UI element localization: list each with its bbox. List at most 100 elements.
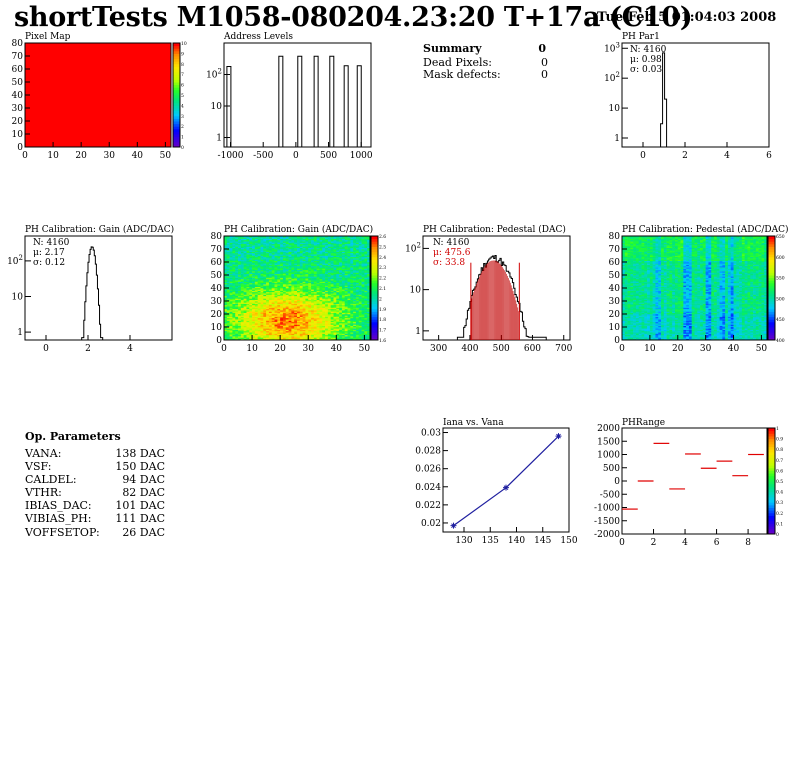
heatmap-cell: [358, 265, 362, 268]
heatmap-cell: [361, 281, 365, 284]
heatmap-cell: [622, 265, 626, 268]
heatmap-cell: [294, 333, 298, 336]
heatmap-cell: [291, 327, 295, 329]
heatmap-cell: [622, 242, 626, 245]
heatmap-cell: [277, 336, 281, 338]
heatmap-cell: [353, 252, 357, 255]
heatmap-cell: [367, 316, 371, 319]
heatmap-cell: [243, 289, 247, 291]
heatmap-cell: [243, 297, 247, 299]
heatmap-cell: [277, 276, 281, 278]
heatmap-cell: [308, 260, 312, 263]
heatmap-cell: [260, 276, 264, 278]
heatmap-cell: [254, 323, 258, 325]
heatmap-cell: [630, 262, 634, 264]
palette-cell: [173, 63, 180, 67]
heatmap-cell: [333, 241, 337, 243]
heatmap-cell: [353, 314, 357, 316]
heatmap-cell: [299, 269, 303, 272]
heatmap-cell: [266, 288, 270, 290]
heatmap-cell: [282, 245, 287, 247]
heatmap-cell: [358, 320, 362, 323]
heatmap-cell: [327, 320, 331, 323]
heatmap-cell: [319, 307, 323, 310]
heatmap-cell: [268, 303, 273, 306]
heatmap-cell: [353, 325, 357, 328]
heatmap-cell: [243, 321, 247, 324]
heatmap-cell: [266, 241, 270, 243]
heatmap-cell: [294, 303, 298, 306]
heatmap-cell: [285, 237, 289, 239]
heatmap-cell: [333, 290, 337, 293]
heatmap-cell: [294, 307, 298, 310]
heatmap-cell: [252, 327, 256, 329]
heatmap-cell: [316, 336, 320, 338]
heatmap-cell: [274, 237, 278, 239]
heatmap-cell: [282, 271, 287, 273]
heatmap-cell: [319, 299, 323, 302]
heatmap-cell: [240, 301, 244, 303]
heatmap-cell: [226, 284, 230, 286]
palette-frame: [172, 42, 181, 148]
heatmap-cell: [635, 299, 640, 302]
heatmap-cell: [333, 337, 337, 339]
heatmap-cell: [294, 259, 298, 261]
heatmap-cell: [633, 286, 637, 289]
heatmap-cell: [257, 317, 261, 320]
heatmap-cell: [263, 281, 267, 284]
heatmap-cell: [235, 328, 239, 330]
heatmap-cell: [235, 247, 239, 250]
heatmap-cell: [364, 298, 368, 300]
heatmap-cell: [282, 247, 287, 250]
heatmap-cell: [336, 333, 340, 336]
heatmap-cell: [266, 334, 270, 337]
heatmap-cell: [257, 269, 261, 272]
heatmap-cell: [254, 280, 258, 282]
heatmap-cell: [341, 312, 346, 315]
heatmap-cell: [257, 236, 261, 238]
heatmap-cell: [252, 304, 256, 307]
heatmap-cell: [327, 328, 331, 330]
heatmap-cell: [282, 290, 287, 293]
heatmap-cell: [224, 242, 228, 245]
heatmap-cell: [254, 306, 258, 308]
heatmap-cell: [268, 308, 273, 311]
heatmap-cell: [266, 254, 270, 256]
heatmap-cell: [350, 336, 354, 338]
heatmap-cell: [355, 272, 360, 274]
heatmap-cell: [325, 299, 329, 302]
heatmap-cell: [302, 325, 306, 328]
heatmap-cell: [291, 285, 295, 287]
heatmap-cell: [325, 316, 329, 319]
heatmap-cell: [288, 273, 292, 276]
heatmap-cell: [635, 327, 640, 329]
heatmap-cell: [291, 264, 295, 267]
heatmap-cell: [311, 319, 315, 321]
heatmap-cell: [243, 265, 247, 268]
heatmap-cell: [355, 249, 360, 251]
heatmap-cell: [274, 304, 278, 307]
heatmap-cell: [319, 249, 323, 251]
heatmap-cell: [257, 328, 261, 330]
heatmap-cell: [322, 259, 326, 261]
heatmap-cell: [347, 285, 351, 287]
heatmap-cell: [305, 259, 309, 261]
heatmap-cell: [347, 247, 351, 250]
heatmap-cell: [361, 328, 365, 330]
heatmap-cell: [232, 310, 236, 312]
heatmap-cell: [319, 280, 323, 282]
heatmap-cell: [344, 241, 348, 243]
heatmap-cell: [358, 250, 362, 252]
heatmap-cell: [341, 290, 346, 293]
heatmap-cell: [353, 242, 357, 245]
heatmap-cell: [358, 334, 362, 337]
heatmap-cell: [322, 271, 326, 273]
heatmap-cell: [325, 319, 329, 321]
heatmap-cell: [330, 239, 334, 242]
heatmap-cell: [246, 286, 250, 289]
heatmap-cell: [224, 256, 228, 259]
heatmap-cell: [299, 306, 303, 308]
heatmap-cell: [277, 285, 281, 287]
heatmap-cell: [364, 277, 368, 280]
heatmap-cell: [344, 328, 348, 330]
